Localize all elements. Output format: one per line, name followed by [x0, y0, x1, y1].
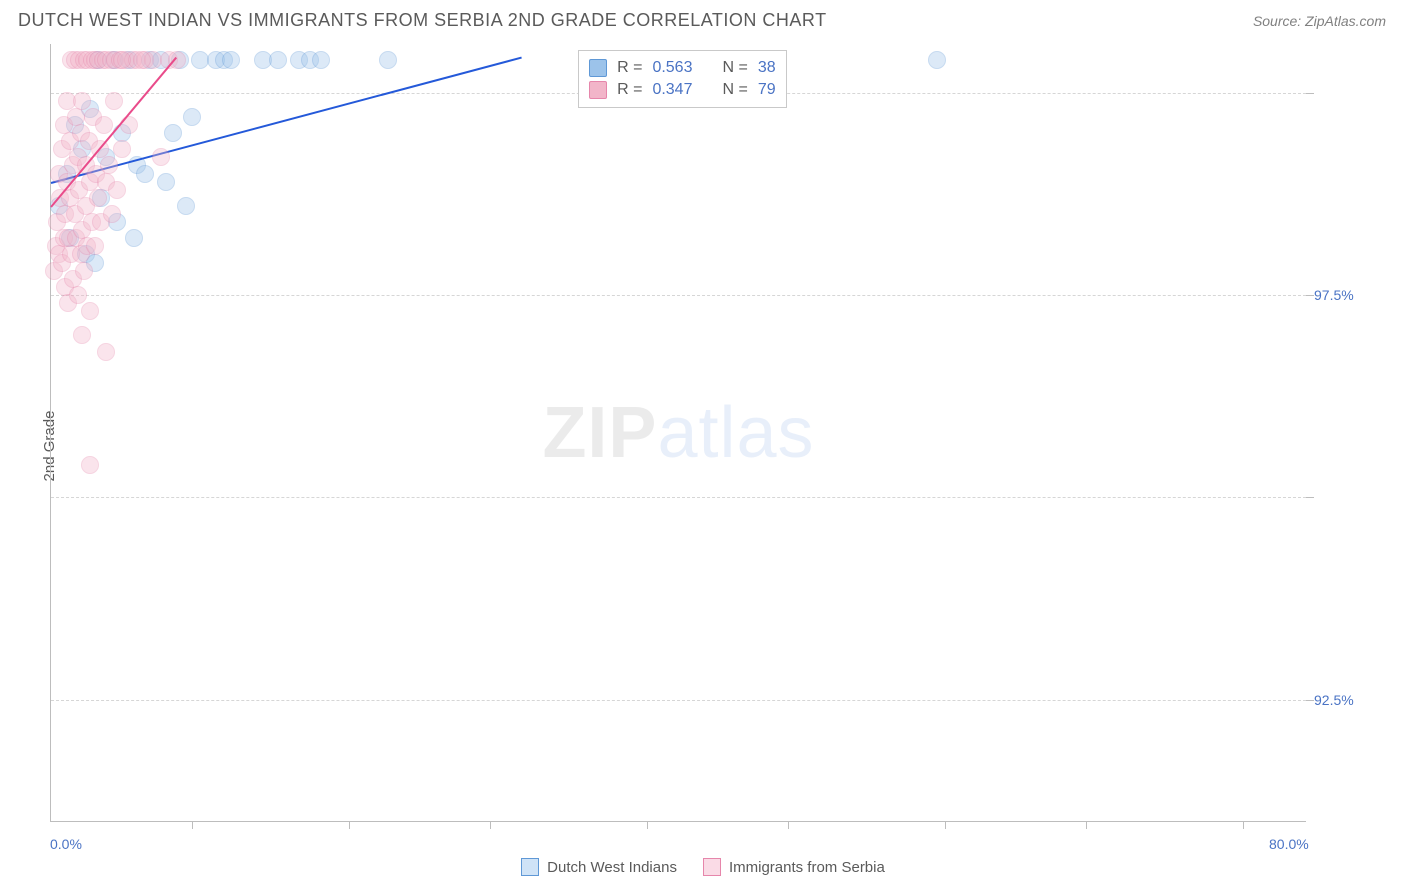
scatter-point	[125, 229, 143, 247]
scatter-point	[177, 197, 195, 215]
stats-row: R = 0.563 N = 38	[589, 57, 776, 79]
watermark: ZIPatlas	[542, 392, 814, 474]
x-tick	[490, 821, 491, 829]
stats-r-value: 0.347	[652, 81, 692, 99]
scatter-point	[928, 51, 946, 69]
scatter-point	[157, 173, 175, 191]
x-tick-label: 80.0%	[1269, 836, 1309, 852]
scatter-point	[81, 456, 99, 474]
x-tick-label: 0.0%	[50, 836, 82, 852]
scatter-point	[183, 108, 201, 126]
scatter-point	[67, 108, 85, 126]
scatter-point	[73, 92, 91, 110]
y-tick	[1306, 700, 1314, 701]
scatter-point	[103, 205, 121, 223]
x-tick	[1243, 821, 1244, 829]
scatter-point	[95, 116, 113, 134]
x-tick	[192, 821, 193, 829]
stats-r-label: R =	[617, 81, 642, 99]
legend-label: Immigrants from Serbia	[729, 859, 885, 876]
scatter-point	[113, 140, 131, 158]
scatter-point	[81, 302, 99, 320]
stats-n-value: 38	[758, 59, 776, 77]
stats-r-value: 0.563	[652, 59, 692, 77]
y-tick	[1306, 497, 1314, 498]
x-tick	[647, 821, 648, 829]
gridline	[51, 497, 1306, 498]
scatter-plot-area: ZIPatlas 92.5%97.5%R = 0.563N = 38R = 0.…	[50, 44, 1306, 822]
scatter-point	[133, 51, 151, 69]
stats-n-value: 79	[758, 81, 776, 99]
chart-title: DUTCH WEST INDIAN VS IMMIGRANTS FROM SER…	[18, 10, 827, 31]
scatter-point	[89, 189, 107, 207]
legend-label: Dutch West Indians	[547, 859, 677, 876]
scatter-point	[73, 326, 91, 344]
legend-item: Immigrants from Serbia	[703, 858, 885, 876]
stats-r-label: R =	[617, 59, 642, 77]
chart-source: Source: ZipAtlas.com	[1253, 13, 1386, 29]
scatter-point	[269, 51, 287, 69]
scatter-point	[69, 286, 87, 304]
stats-n-label: N =	[722, 59, 747, 77]
scatter-point	[86, 237, 104, 255]
y-tick	[1306, 295, 1314, 296]
scatter-point	[100, 156, 118, 174]
x-tick	[945, 821, 946, 829]
y-tick-label: 97.5%	[1314, 287, 1384, 303]
scatter-point	[136, 165, 154, 183]
scatter-point	[222, 51, 240, 69]
y-tick-label: 92.5%	[1314, 692, 1384, 708]
stats-box: R = 0.563 N = 38 R = 0.347 N = 79	[578, 50, 787, 108]
watermark-atlas: atlas	[657, 393, 814, 473]
gridline	[51, 700, 1306, 701]
chart-header: DUTCH WEST INDIAN VS IMMIGRANTS FROM SER…	[0, 0, 1406, 37]
gridline	[51, 295, 1306, 296]
stats-row: R = 0.347 N = 79	[589, 79, 776, 101]
scatter-point	[152, 148, 170, 166]
watermark-zip: ZIP	[542, 393, 657, 473]
x-tick	[1086, 821, 1087, 829]
scatter-point	[75, 262, 93, 280]
scatter-point	[379, 51, 397, 69]
y-tick	[1306, 93, 1314, 94]
scatter-point	[168, 51, 186, 69]
scatter-point	[113, 51, 131, 69]
x-tick	[788, 821, 789, 829]
scatter-point	[105, 92, 123, 110]
series-swatch	[589, 59, 607, 77]
legend-item: Dutch West Indians	[521, 858, 677, 876]
scatter-point	[312, 51, 330, 69]
legend: Dutch West Indians Immigrants from Serbia	[0, 858, 1406, 876]
scatter-point	[164, 124, 182, 142]
stats-n-label: N =	[722, 81, 747, 99]
legend-swatch	[521, 858, 539, 876]
x-tick	[349, 821, 350, 829]
legend-swatch	[703, 858, 721, 876]
series-swatch	[589, 81, 607, 99]
scatter-point	[108, 181, 126, 199]
scatter-point	[97, 343, 115, 361]
